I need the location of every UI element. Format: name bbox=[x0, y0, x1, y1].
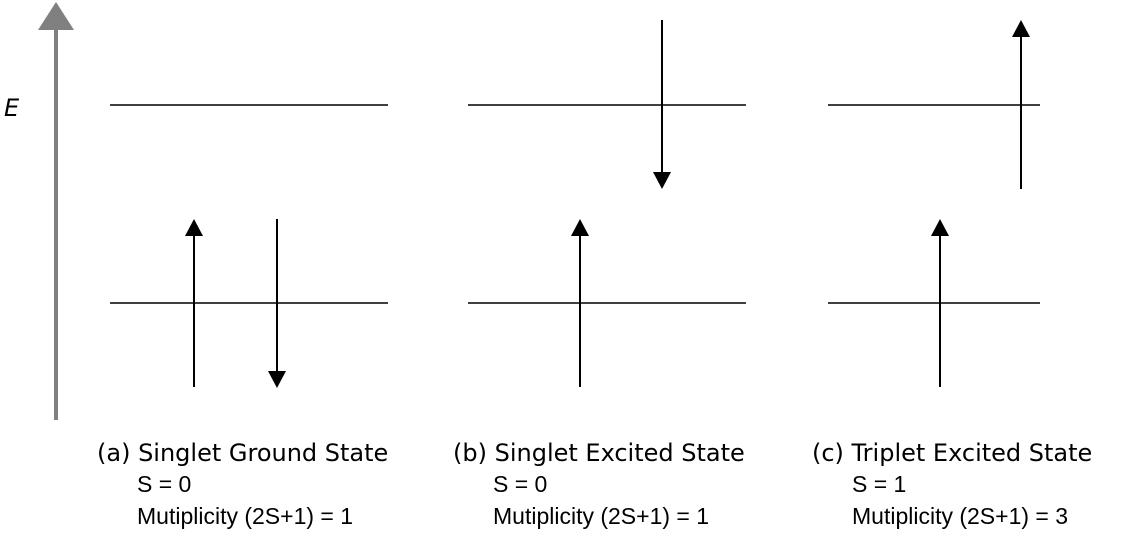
panel-b-caption: (b) Singlet Excited State S = 0 Mutiplic… bbox=[453, 438, 745, 532]
panel-b-lower-spin-up-arrowhead bbox=[571, 219, 589, 236]
panel-a-lower-spin-down-arrowhead bbox=[268, 371, 286, 388]
panel-a-levels bbox=[110, 104, 388, 388]
panel-c-title: (c) Triplet Excited State bbox=[812, 439, 1093, 467]
panel-a-lower-spin-up-arrowhead bbox=[185, 219, 203, 236]
panel-a-spin: S = 0 bbox=[137, 471, 192, 497]
panel-b-levels bbox=[468, 20, 746, 387]
panel-c-upper-spin-up-arrowhead bbox=[1012, 20, 1030, 37]
panel-c-caption: (c) Triplet Excited State S = 1 Mutiplic… bbox=[812, 438, 1092, 532]
panel-b-upper-spin-down-arrowhead bbox=[653, 172, 671, 189]
panel-a-multiplicity: Mutiplicity (2S+1) = 1 bbox=[137, 503, 354, 529]
panel-a-caption: (a) Singlet Ground State S = 0 Mutiplici… bbox=[97, 438, 388, 532]
energy-axis-arrowhead bbox=[38, 2, 74, 30]
panel-a-title: (a) Singlet Ground State bbox=[97, 439, 389, 467]
panel-b-spin: S = 0 bbox=[493, 471, 548, 497]
panel-b-multiplicity: Mutiplicity (2S+1) = 1 bbox=[493, 503, 710, 529]
panel-c-levels bbox=[828, 20, 1040, 387]
panel-c-spin: S = 1 bbox=[852, 471, 907, 497]
panel-c-lower-spin-up-arrowhead bbox=[931, 219, 949, 236]
energy-axis-label: E bbox=[4, 94, 20, 122]
panel-b-title: (b) Singlet Excited State bbox=[453, 439, 745, 467]
panel-c-multiplicity: Mutiplicity (2S+1) = 3 bbox=[852, 503, 1069, 529]
